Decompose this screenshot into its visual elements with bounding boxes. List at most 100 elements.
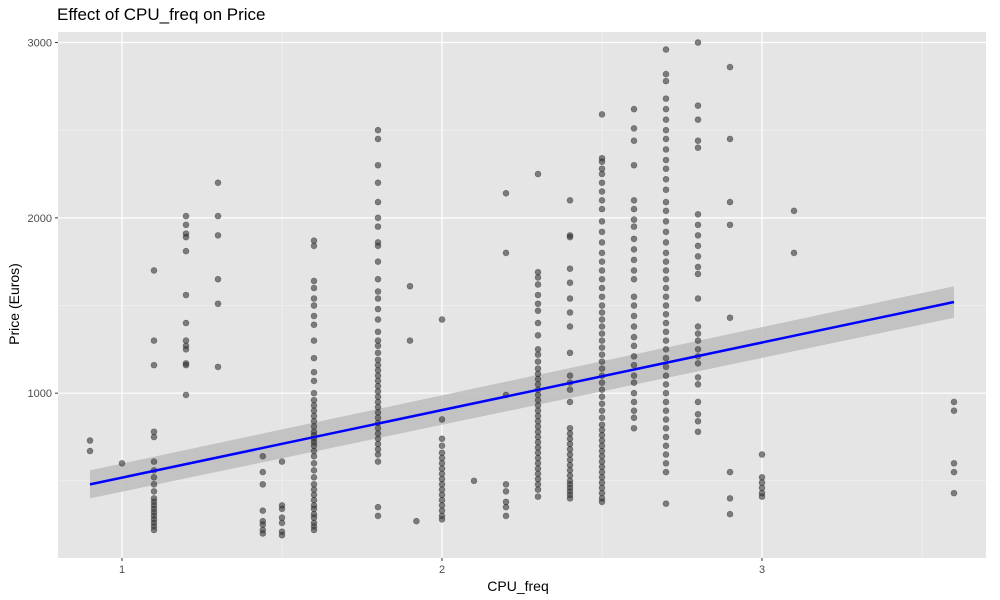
data-point	[694, 381, 702, 388]
data-point	[662, 500, 670, 507]
data-point	[534, 300, 542, 308]
data-point	[374, 161, 382, 169]
data-point	[598, 158, 606, 166]
x-axis-tick-labels: 1 2 3	[119, 564, 765, 576]
data-point	[598, 267, 606, 274]
data-point	[566, 398, 574, 406]
data-point	[598, 179, 606, 187]
data-point	[662, 451, 670, 458]
data-point	[566, 495, 574, 502]
data-point	[374, 275, 382, 283]
data-point	[630, 256, 638, 264]
data-point	[662, 116, 670, 123]
data-point	[662, 218, 670, 225]
data-point	[214, 363, 222, 371]
data-point	[259, 481, 267, 488]
data-point	[662, 207, 670, 215]
data-point	[950, 489, 958, 497]
data-point	[630, 197, 638, 204]
data-point	[182, 247, 190, 255]
data-point	[662, 381, 670, 388]
data-point	[662, 228, 670, 236]
data-point	[566, 309, 574, 316]
data-point	[598, 258, 606, 265]
data-point	[598, 386, 606, 393]
data-point	[662, 389, 670, 397]
data-point	[438, 516, 446, 523]
data-point	[502, 190, 510, 197]
data-point	[374, 512, 382, 520]
data-point	[598, 316, 606, 323]
data-point	[726, 495, 734, 502]
data-point	[182, 346, 190, 353]
data-point	[259, 453, 267, 460]
data-point	[630, 424, 638, 432]
data-point	[726, 221, 734, 229]
data-point	[438, 435, 446, 443]
data-point	[310, 321, 318, 329]
data-point	[310, 467, 318, 474]
data-point	[374, 342, 382, 350]
data-point	[310, 474, 318, 481]
data-point	[662, 275, 670, 283]
data-point	[662, 407, 670, 415]
data-point	[534, 332, 542, 339]
data-point	[374, 503, 382, 511]
data-point	[598, 400, 606, 408]
data-point	[374, 451, 382, 458]
data-point	[630, 312, 638, 320]
data-point	[374, 458, 382, 465]
data-point	[214, 275, 222, 283]
data-point	[566, 233, 574, 241]
data-point	[694, 337, 702, 344]
data-point	[598, 275, 606, 283]
data-point	[214, 300, 222, 308]
data-point	[630, 379, 638, 386]
data-point	[310, 377, 318, 385]
data-point	[630, 216, 638, 223]
data-point	[566, 386, 574, 393]
data-point	[662, 249, 670, 257]
plot-panel	[58, 32, 986, 558]
data-point	[259, 468, 267, 476]
data-point	[502, 249, 510, 257]
data-point	[182, 291, 190, 299]
data-point	[406, 282, 414, 290]
data-point	[259, 530, 267, 537]
data-point	[694, 116, 702, 123]
data-point	[182, 361, 190, 369]
data-point	[438, 442, 446, 450]
data-point	[694, 144, 702, 152]
data-point	[790, 249, 798, 257]
data-point	[598, 358, 606, 365]
data-point	[598, 414, 606, 422]
data-point	[598, 365, 606, 372]
y-tick-label: 1000	[28, 388, 52, 400]
data-point	[534, 351, 542, 358]
data-point	[374, 316, 382, 323]
data-point	[86, 437, 94, 444]
data-point	[374, 328, 382, 336]
data-point	[630, 235, 638, 243]
data-point	[598, 111, 606, 118]
data-point	[598, 309, 606, 316]
data-point	[86, 447, 94, 455]
data-point	[598, 407, 606, 415]
data-point	[630, 302, 638, 309]
data-point	[662, 146, 670, 153]
data-point	[259, 507, 267, 514]
data-point	[662, 239, 670, 246]
data-point	[278, 505, 286, 513]
data-point	[630, 205, 638, 213]
data-point	[630, 137, 638, 145]
data-point	[534, 291, 542, 299]
data-point	[630, 353, 638, 360]
data-point	[406, 337, 414, 344]
x-axis-title: CPU_freq	[487, 578, 548, 594]
data-point	[566, 279, 574, 287]
data-points	[86, 39, 958, 539]
data-point	[598, 218, 606, 225]
data-point	[598, 379, 606, 386]
data-point	[374, 223, 382, 230]
